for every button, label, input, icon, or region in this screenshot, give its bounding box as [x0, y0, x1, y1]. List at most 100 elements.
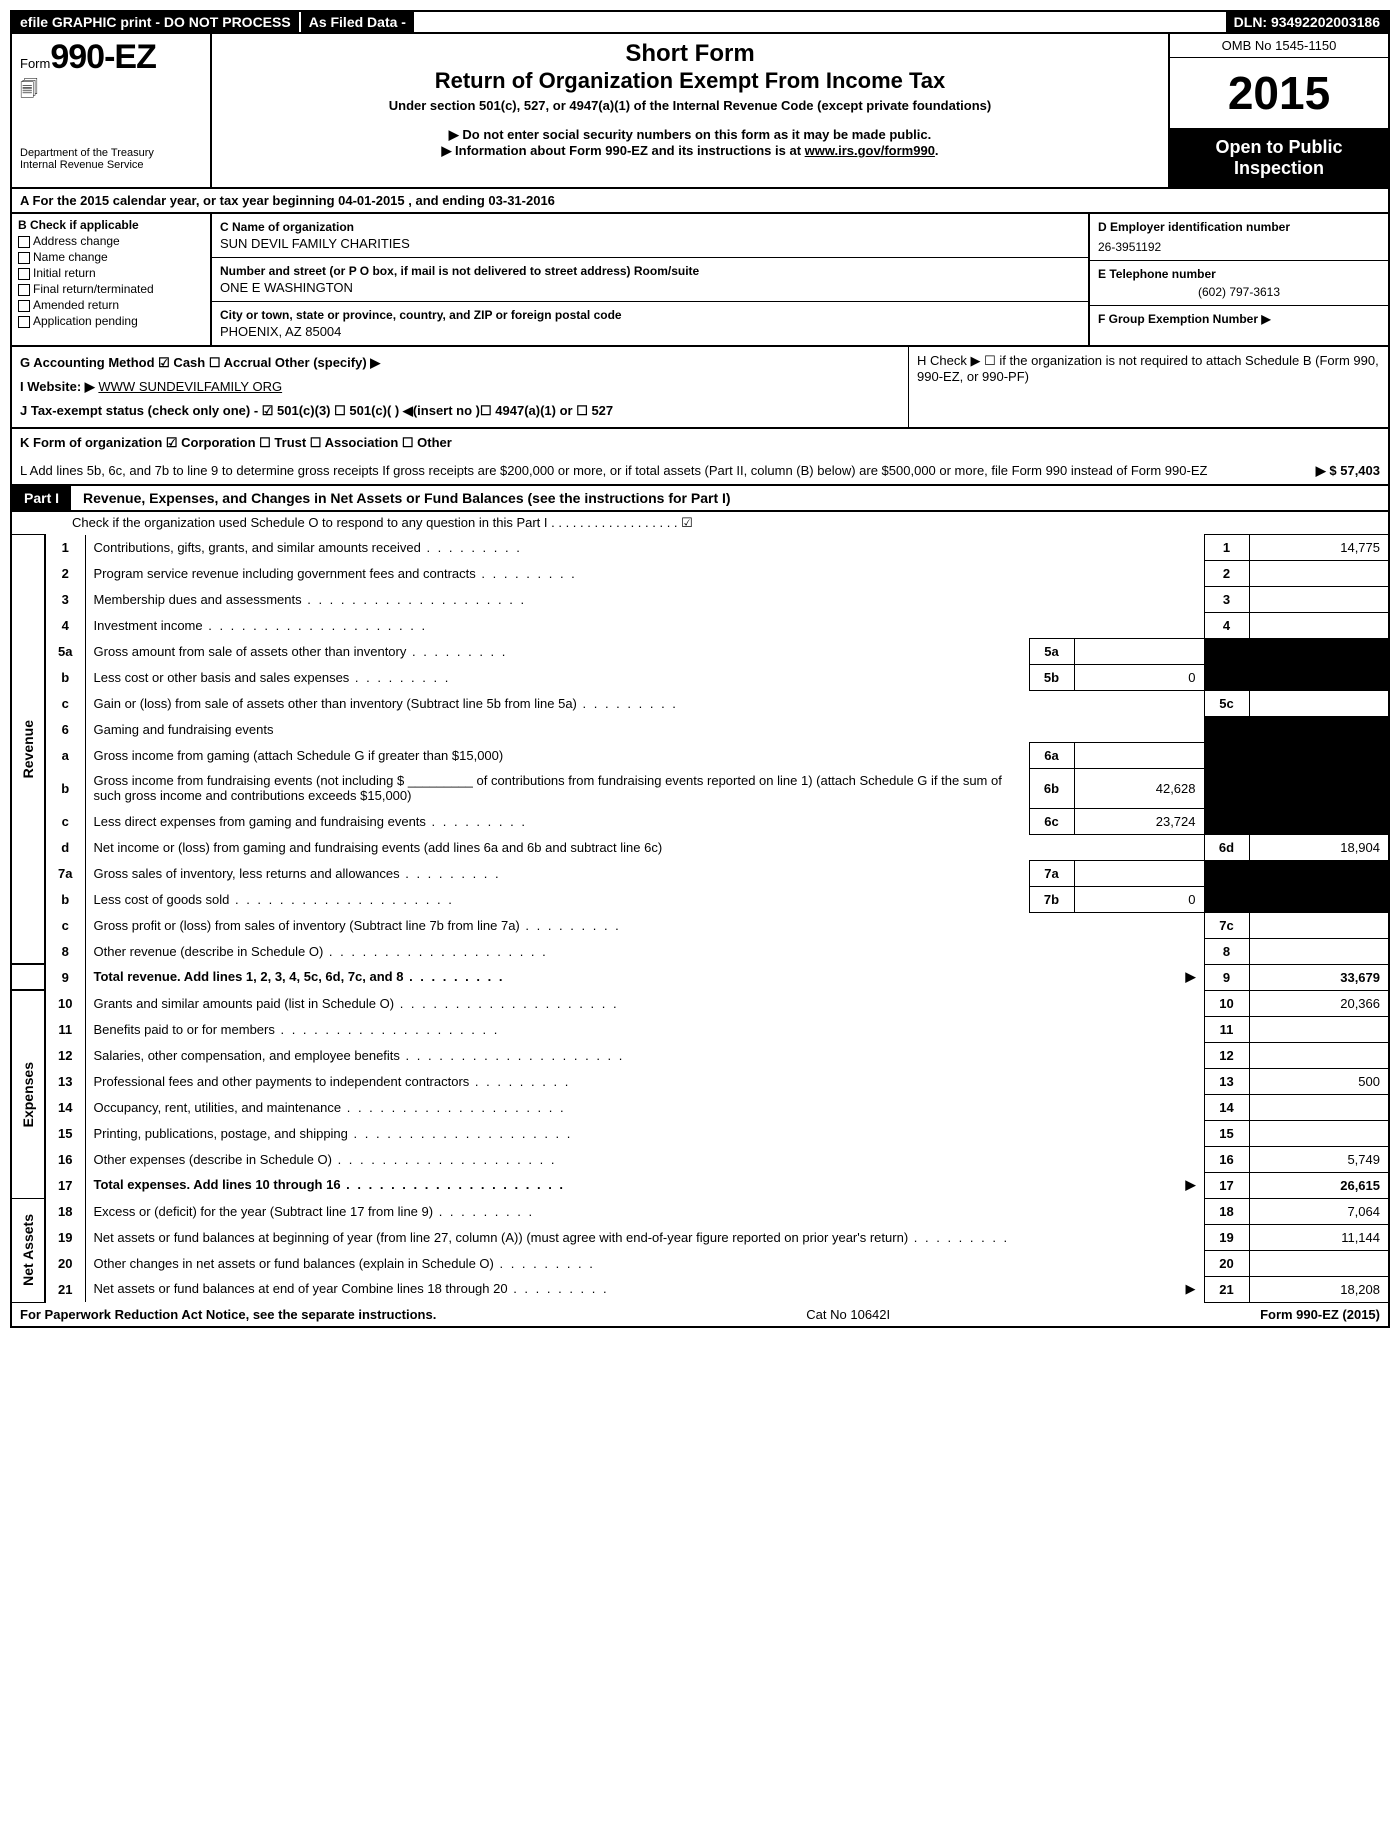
header-title: Short Form Return of Organization Exempt…: [212, 34, 1168, 187]
ln-5a-desc: Gross amount from sale of assets other t…: [85, 639, 1029, 665]
col-b: B Check if applicable Address change Nam…: [12, 214, 212, 345]
top-bar: efile GRAPHIC print - DO NOT PROCESS As …: [10, 10, 1390, 34]
chk-initial: Initial return: [18, 266, 204, 280]
form-prefix: Form: [20, 56, 50, 71]
ein: 26-3951192: [1098, 240, 1380, 254]
irs: Internal Revenue Service: [20, 159, 202, 171]
ln-6-desc: Gaming and fundraising events: [85, 717, 1204, 743]
col-d: D Employer identification number 26-3951…: [1088, 214, 1388, 345]
ssn-warning: ▶ Do not enter social security numbers o…: [224, 127, 1156, 143]
page-footer: For Paperwork Reduction Act Notice, see …: [10, 1303, 1390, 1328]
info-link-row: ▶ Information about Form 990-EZ and its …: [224, 143, 1156, 159]
as-filed: As Filed Data -: [301, 12, 416, 32]
form-footer: Form 990-EZ (2015): [1260, 1307, 1380, 1322]
ln-7a-desc: Gross sales of inventory, less returns a…: [85, 860, 1029, 886]
row-g: G Accounting Method ☑ Cash ☐ Accrual Oth…: [20, 351, 900, 375]
part-1-title: Revenue, Expenses, and Changes in Net As…: [71, 486, 1388, 510]
city-label: City or town, state or province, country…: [220, 308, 1080, 322]
group-exemption: F Group Exemption Number ▶: [1090, 306, 1388, 332]
ln-5c-desc: Gain or (loss) from sale of assets other…: [85, 691, 1204, 717]
org-name-label: C Name of organization: [220, 220, 1080, 234]
ln-15-desc: Printing, publications, postage, and shi…: [85, 1120, 1204, 1146]
website-link[interactable]: WWW SUNDEVILFAMILY ORG: [98, 379, 282, 394]
ln-11-desc: Benefits paid to or for members: [85, 1016, 1204, 1042]
ln-13-desc: Professional fees and other payments to …: [85, 1068, 1204, 1094]
city: PHOENIX, AZ 85004: [220, 324, 1080, 339]
org-name-block: C Name of organization SUN DEVIL FAMILY …: [212, 214, 1088, 258]
header-left: Form990-EZ 🗐 Department of the Treasury …: [12, 34, 212, 187]
row-h: H Check ▶ ☐ if the organization is not r…: [908, 347, 1388, 427]
ln-17-desc: Total expenses. Add lines 10 through 16 …: [85, 1172, 1204, 1198]
website-label: I Website: ▶: [20, 379, 98, 394]
tel: (602) 797-3613: [1098, 285, 1380, 299]
section-gij: G Accounting Method ☑ Cash ☐ Accrual Oth…: [12, 347, 908, 427]
dln: DLN: 93492202003186: [1226, 12, 1388, 32]
top-blank: [416, 12, 1226, 32]
paperwork-notice: For Paperwork Reduction Act Notice, see …: [20, 1307, 436, 1322]
form-header: Form990-EZ 🗐 Department of the Treasury …: [10, 34, 1390, 189]
subtitle: Under section 501(c), 527, or 4947(a)(1)…: [224, 98, 1156, 113]
ln-6c-desc: Less direct expenses from gaming and fun…: [85, 808, 1029, 834]
col-b-head: B Check if applicable: [18, 218, 139, 232]
open-line1: Open to Public: [1215, 137, 1342, 157]
form-number: Form990-EZ: [20, 38, 202, 77]
ln-20-desc: Other changes in net assets or fund bala…: [85, 1250, 1204, 1276]
section-ghij: G Accounting Method ☑ Cash ☐ Accrual Oth…: [10, 347, 1390, 429]
street: ONE E WASHINGTON: [220, 280, 1080, 295]
dept-treasury: Department of the Treasury: [20, 147, 202, 159]
ln-1-desc: Contributions, gifts, grants, and simila…: [85, 535, 1204, 561]
street-block: Number and street (or P O box, if mail i…: [212, 258, 1088, 302]
open-line2: Inspection: [1234, 158, 1324, 178]
ln-14-desc: Occupancy, rent, utilities, and maintena…: [85, 1094, 1204, 1120]
chk-amended: Amended return: [18, 298, 204, 312]
cat-no: Cat No 10642I: [806, 1307, 890, 1322]
side-netassets: Net Assets: [11, 1198, 45, 1302]
ln-6d-desc: Net income or (loss) from gaming and fun…: [85, 834, 1204, 860]
ln-12-desc: Salaries, other compensation, and employ…: [85, 1042, 1204, 1068]
chk-address: Address change: [18, 234, 204, 248]
ln-3-desc: Membership dues and assessments: [85, 587, 1204, 613]
chk-name: Name change: [18, 250, 204, 264]
row-l: ▶ $ 57,403 L Add lines 5b, 6c, and 7b to…: [10, 457, 1390, 486]
ln-10-desc: Grants and similar amounts paid (list in…: [85, 990, 1204, 1016]
short-form: Short Form: [224, 40, 1156, 68]
ln-7c-desc: Gross profit or (loss) from sales of inv…: [85, 912, 1204, 938]
schedule-o-check: Check if the organization used Schedule …: [10, 512, 1390, 534]
part-1-label: Part I: [12, 486, 71, 510]
ln-9-desc: Total revenue. Add lines 1, 2, 3, 4, 5c,…: [85, 964, 1204, 990]
street-label: Number and street (or P O box, if mail i…: [220, 264, 1080, 278]
tel-label: E Telephone number: [1098, 267, 1380, 281]
ln-6b-desc: Gross income from fundraising events (no…: [85, 768, 1029, 808]
ln-5b-desc: Less cost or other basis and sales expen…: [85, 665, 1029, 691]
header-right: OMB No 1545-1150 2015 Open to Public Ins…: [1168, 34, 1388, 187]
org-name: SUN DEVIL FAMILY CHARITIES: [220, 236, 1080, 251]
efile-notice: efile GRAPHIC print - DO NOT PROCESS: [12, 12, 301, 32]
open-to-public: Open to Public Inspection: [1170, 129, 1388, 187]
ln-7b-desc: Less cost of goods sold: [85, 886, 1029, 912]
ln-18-desc: Excess or (deficit) for the year (Subtra…: [85, 1198, 1204, 1224]
ln-19-desc: Net assets or fund balances at beginning…: [85, 1224, 1204, 1250]
row-l-amount: ▶ $ 57,403: [1316, 463, 1380, 479]
tel-block: E Telephone number (602) 797-3613: [1090, 261, 1388, 306]
city-block: City or town, state or province, country…: [212, 302, 1088, 345]
ln-6a-desc: Gross income from gaming (attach Schedul…: [85, 742, 1029, 768]
irs-link[interactable]: www.irs.gov/form990: [805, 143, 935, 158]
ln-1-val: 14,775: [1249, 535, 1389, 561]
row-a-tax-year: A For the 2015 calendar year, or tax yea…: [10, 189, 1390, 214]
row-l-text: L Add lines 5b, 6c, and 7b to line 9 to …: [20, 463, 1207, 478]
row-j: J Tax-exempt status (check only one) - ☑…: [20, 399, 900, 423]
ln-1-no: 1: [45, 535, 85, 561]
chk-pending: Application pending: [18, 314, 204, 328]
side-expenses: Expenses: [11, 990, 45, 1198]
row-i: I Website: ▶ WWW SUNDEVILFAMILY ORG: [20, 375, 900, 399]
ln-1-box: 1: [1204, 535, 1249, 561]
return-title: Return of Organization Exempt From Incom…: [224, 68, 1156, 94]
info-prefix: ▶ Information about Form 990-EZ and its …: [441, 143, 804, 158]
ln-16-desc: Other expenses (describe in Schedule O): [85, 1146, 1204, 1172]
tax-year: 2015: [1170, 58, 1388, 129]
row-k: K Form of organization ☑ Corporation ☐ T…: [10, 429, 1390, 457]
side-revenue: Revenue: [11, 535, 45, 965]
ln-8-desc: Other revenue (describe in Schedule O): [85, 938, 1204, 964]
info-grid: B Check if applicable Address change Nam…: [10, 214, 1390, 347]
part-1-header: Part I Revenue, Expenses, and Changes in…: [10, 486, 1390, 512]
